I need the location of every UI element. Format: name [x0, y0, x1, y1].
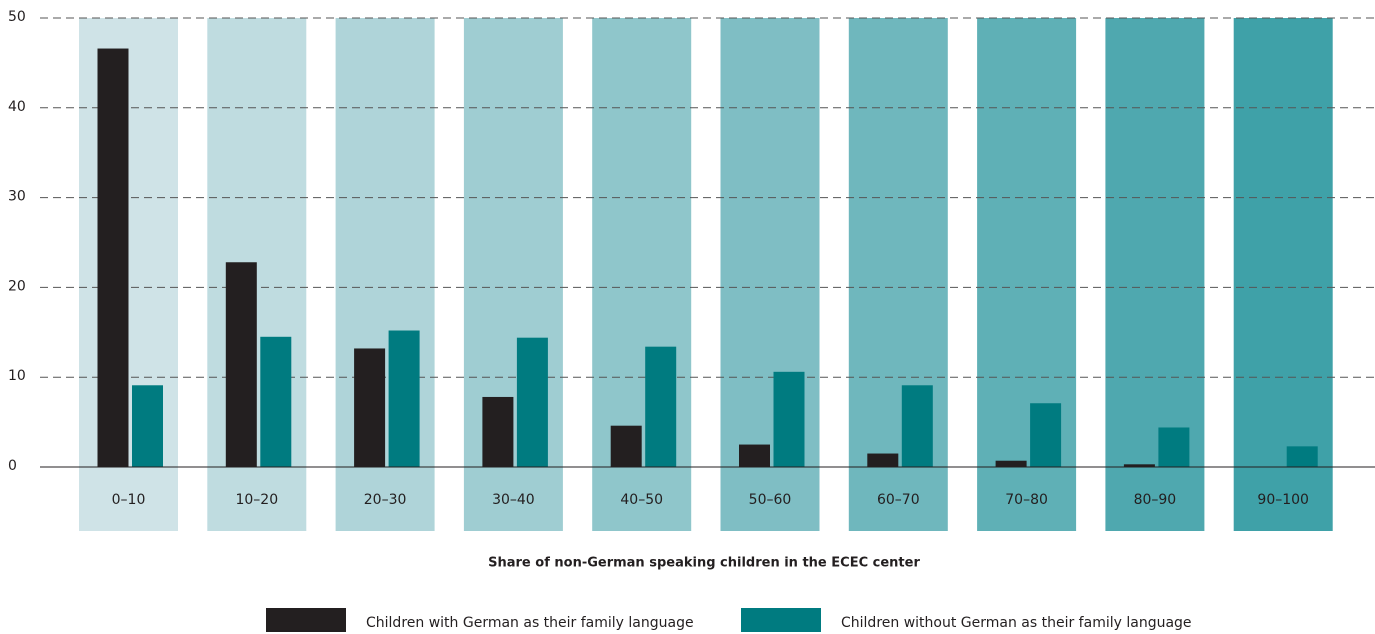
bar: [610, 425, 642, 467]
bar: [97, 48, 129, 467]
legend-swatch: [741, 608, 821, 632]
x-tick-label: 10–20: [235, 492, 278, 508]
y-tick-label: 30: [8, 189, 26, 205]
bar: [901, 385, 933, 467]
legend-swatch: [266, 608, 346, 632]
x-tick-label: 80–90: [1134, 492, 1177, 508]
y-tick-label: 40: [8, 99, 26, 115]
x-tick-label: 90–100: [1257, 492, 1309, 508]
bar: [1030, 403, 1062, 467]
bar: [225, 262, 257, 467]
bar: [482, 396, 514, 467]
legend-label: Children without German as their family …: [841, 615, 1192, 631]
bar: [867, 453, 899, 467]
x-tick-label: 50–60: [749, 492, 792, 508]
bar: [354, 348, 386, 467]
x-tick-label: 60–70: [877, 492, 920, 508]
bar: [516, 337, 548, 467]
category-band: [1233, 18, 1333, 531]
legend-label: Children with German as their family lan…: [366, 615, 694, 631]
category-band: [977, 18, 1077, 531]
bar: [1158, 427, 1190, 467]
bar: [739, 444, 770, 467]
x-tick-label: 0–10: [112, 492, 146, 508]
bar: [388, 330, 420, 467]
x-axis-title: Share of non-German speaking children in…: [488, 556, 920, 571]
y-tick-label: 0: [8, 458, 17, 474]
bar: [995, 460, 1027, 467]
y-tick-label: 10: [8, 368, 26, 384]
y-tick-label: 20: [8, 278, 26, 294]
x-tick-label: 20–30: [364, 492, 407, 508]
bar: [773, 371, 805, 467]
bar: [132, 385, 163, 467]
x-tick-label: 30–40: [492, 492, 535, 508]
category-band: [1105, 18, 1205, 531]
x-tick-label: 40–50: [620, 492, 663, 508]
bar: [260, 336, 292, 467]
bar: [645, 346, 677, 467]
bar: [1123, 464, 1155, 467]
x-tick-label: 70–80: [1005, 492, 1048, 508]
y-tick-label: 50: [8, 9, 26, 25]
bar: [1286, 446, 1318, 467]
